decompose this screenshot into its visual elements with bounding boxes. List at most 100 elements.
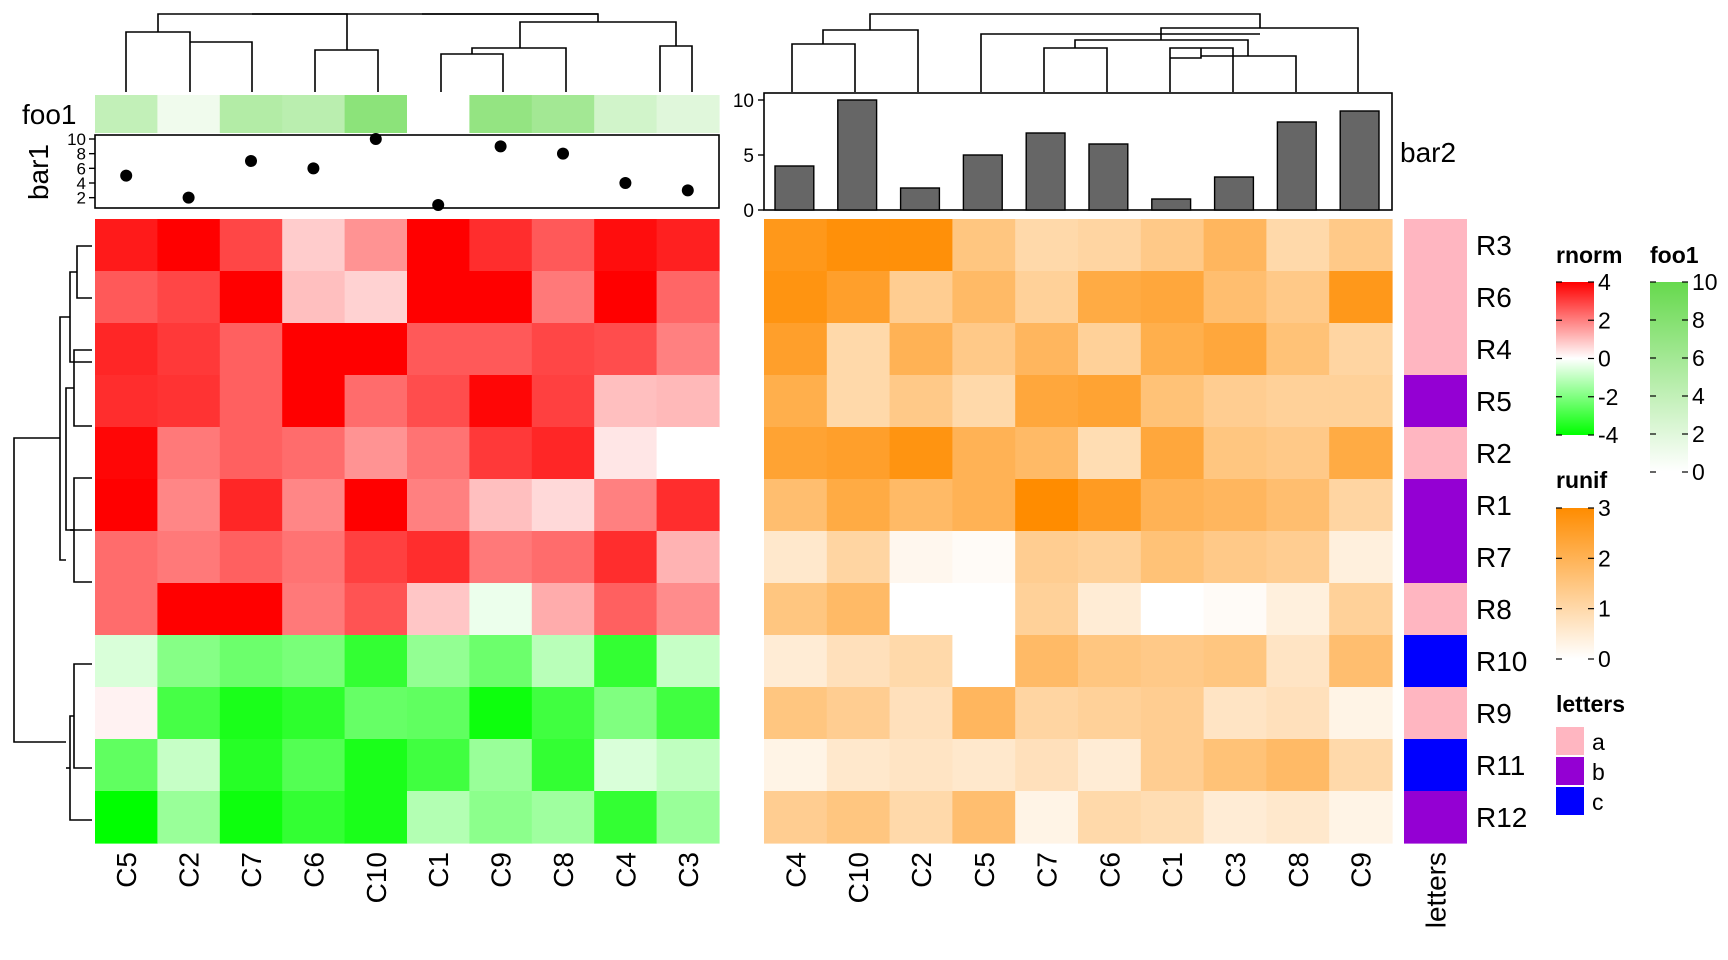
rnorm-cell: [282, 531, 346, 584]
row-label: R4: [1476, 334, 1512, 365]
rnorm-cell: [594, 375, 658, 428]
runif-legend-tick-label: 1: [1598, 596, 1611, 622]
letters-legend-label: b: [1592, 759, 1605, 785]
rnorm-cell: [594, 635, 658, 688]
bar1-point: [681, 184, 694, 197]
column-label-left: C10: [361, 852, 392, 903]
rnorm-cell: [219, 583, 283, 636]
rnorm-cell: [344, 375, 408, 428]
rnorm-cell: [344, 531, 408, 584]
foo1-cell: [531, 95, 595, 133]
column-label-left: C1: [423, 852, 454, 888]
runif-cell: [1015, 531, 1079, 584]
rnorm-cell: [469, 375, 533, 428]
rnorm-cell: [407, 583, 470, 636]
rnorm-cell: [594, 271, 658, 324]
rnorm-cell: [157, 791, 221, 844]
rnorm-cell: [656, 739, 720, 792]
rnorm-cell: [344, 739, 408, 792]
bar1-point: [245, 155, 257, 167]
rnorm-cell: [219, 323, 283, 376]
row-label: R7: [1476, 542, 1512, 573]
runif-cell: [1078, 271, 1142, 324]
letters-legend-title: letters: [1556, 691, 1625, 717]
runif-cell: [952, 219, 1016, 272]
rnorm-cell: [157, 739, 221, 792]
rnorm-cell: [594, 583, 658, 636]
runif-cell: [764, 271, 828, 324]
runif-cell: [1266, 271, 1330, 324]
rnorm-cell: [157, 583, 221, 636]
runif-cell: [1329, 479, 1393, 532]
foo1-cell: [656, 95, 720, 133]
rnorm-cell: [656, 479, 720, 532]
rnorm-cell: [407, 427, 470, 480]
runif-cell: [1140, 635, 1205, 688]
runif-cell: [1266, 791, 1330, 844]
column-label-left: C5: [111, 852, 142, 888]
rnorm-cell: [656, 219, 720, 272]
foo1-cell: [407, 95, 470, 133]
runif-cell: [1078, 427, 1142, 480]
rnorm-cell: [95, 687, 158, 740]
runif-cell: [1015, 479, 1079, 532]
runif-cell: [1329, 635, 1393, 688]
rnorm-cell: [407, 479, 470, 532]
runif-cell: [889, 791, 953, 844]
letters-legend-swatch: [1556, 727, 1584, 755]
foo1-label: foo1: [22, 99, 77, 130]
runif-cell: [826, 219, 891, 272]
foo1-cell: [469, 95, 533, 133]
rnorm-cell: [157, 687, 221, 740]
runif-cell: [1015, 583, 1079, 636]
runif-cell: [1203, 323, 1267, 376]
foo1-legend-tick-label: 2: [1692, 421, 1705, 447]
rnorm-cell: [407, 375, 470, 428]
column-label-right: C7: [1032, 852, 1063, 888]
runif-legend-tick-label: 0: [1598, 646, 1611, 672]
runif-cell: [1140, 739, 1205, 792]
runif-cell: [1015, 427, 1079, 480]
rnorm-cell: [344, 687, 408, 740]
runif-cell: [764, 583, 828, 636]
foo1-legend-tick-label: 8: [1692, 307, 1705, 333]
runif-cell: [889, 531, 953, 584]
runif-cell: [764, 375, 828, 428]
bar1-frame: [94, 134, 720, 209]
runif-cell: [889, 635, 953, 688]
rnorm-cell: [407, 531, 470, 584]
runif-cell: [1203, 531, 1267, 584]
rnorm-cell: [469, 323, 533, 376]
bar2-bar: [774, 165, 815, 211]
runif-cell: [1078, 739, 1142, 792]
rnorm-cell: [469, 271, 533, 324]
runif-cell: [1078, 479, 1142, 532]
foo1-cell: [219, 95, 283, 133]
rnorm-legend-tick-label: -4: [1598, 422, 1619, 448]
rnorm-cell: [469, 531, 533, 584]
letters-legend-swatch: [1556, 787, 1584, 815]
foo1-legend-tick-label: 6: [1692, 345, 1705, 371]
rnorm-cell: [95, 739, 158, 792]
rnorm-cell: [656, 635, 720, 688]
runif-cell: [889, 375, 953, 428]
rnorm-cell: [157, 427, 221, 480]
runif-legend-bar: [1556, 508, 1594, 659]
rnorm-cell: [95, 219, 158, 272]
rnorm-cell: [95, 271, 158, 324]
rnorm-cell: [282, 479, 346, 532]
runif-legend-tick-label: 2: [1598, 545, 1611, 571]
runif-cell: [1266, 635, 1330, 688]
runif-cell: [764, 219, 828, 272]
rnorm-cell: [95, 791, 158, 844]
rnorm-cell: [282, 739, 346, 792]
bar2-bar: [1213, 176, 1255, 211]
runif-cell: [1015, 687, 1079, 740]
runif-legend-tick-label: 3: [1598, 495, 1611, 521]
rnorm-cell: [282, 687, 346, 740]
bar2-bar: [962, 154, 1003, 211]
rnorm-cell: [282, 323, 346, 376]
rnorm-cell: [531, 635, 595, 688]
rnorm-cell: [594, 791, 658, 844]
rnorm-cell: [219, 791, 283, 844]
